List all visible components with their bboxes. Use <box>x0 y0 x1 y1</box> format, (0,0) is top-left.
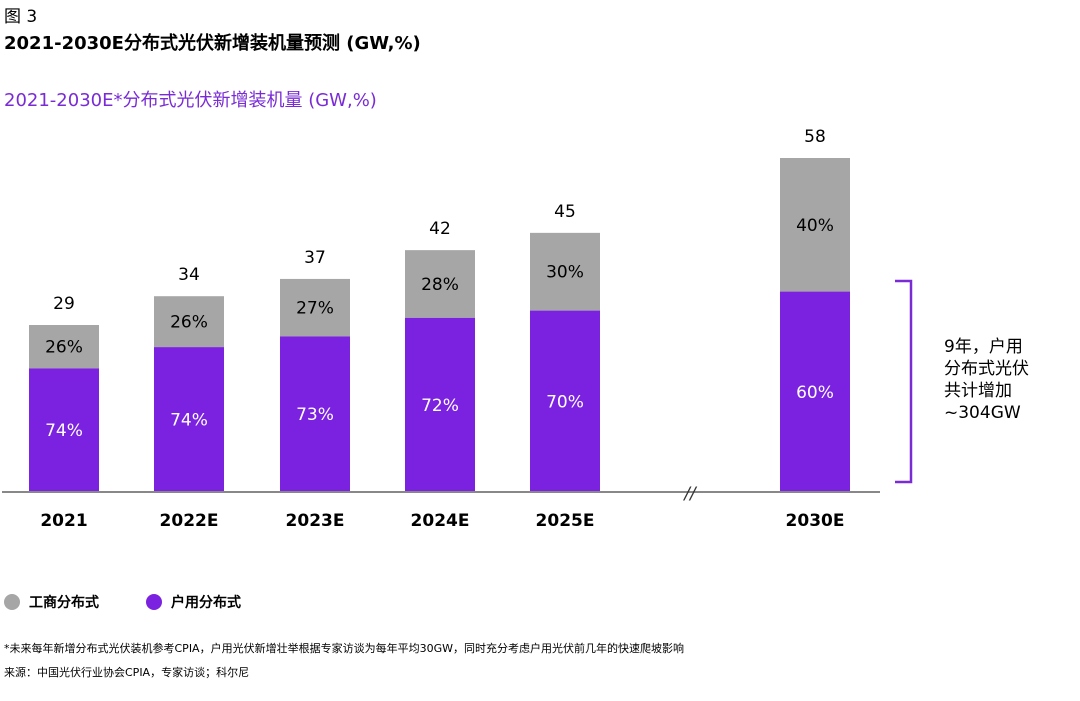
data-label-commercial: 26% <box>170 313 208 333</box>
annotation-text: 9年，户用 分布式光伏 共计增加 ~304GW <box>944 336 1029 424</box>
bar-segment-residential <box>780 291 850 492</box>
data-label-residential: 72% <box>421 396 459 416</box>
annotation-line: 共计增加 <box>944 381 1012 401</box>
data-label-total: 29 <box>53 294 75 314</box>
footnote-source: 来源：中国光伏行业协会CPIA，专家访谈；科尔尼 <box>4 666 250 679</box>
bar-segment-residential <box>29 368 99 492</box>
bar-segment-commercial <box>280 278 350 337</box>
annotation-line: 分布式光伏 <box>944 359 1029 379</box>
legend-item-residential: 户用分布式 <box>146 592 241 612</box>
bar-segment-residential <box>280 336 350 492</box>
legend-label-residential: 户用分布式 <box>171 595 241 611</box>
data-label-commercial: 28% <box>421 275 459 295</box>
data-label-residential: 60% <box>796 383 834 403</box>
data-label-total: 58 <box>804 127 826 147</box>
data-label-commercial: 27% <box>296 299 334 319</box>
data-label-total: 34 <box>178 265 200 285</box>
x-tick-label: 2022E <box>160 511 219 531</box>
data-label-residential: 70% <box>546 392 584 412</box>
x-tick-label: 2023E <box>286 511 345 531</box>
data-label-commercial: 26% <box>45 338 83 358</box>
bar-segment-commercial <box>154 296 224 348</box>
data-label-total: 42 <box>429 219 451 239</box>
x-tick-label: 2025E <box>536 511 595 531</box>
bar-segment-commercial <box>29 325 99 369</box>
data-label-commercial: 40% <box>796 216 834 236</box>
legend-swatch-residential <box>146 594 162 610</box>
x-tick-label: 2021 <box>40 511 87 531</box>
bar-segment-residential <box>530 310 600 492</box>
data-label-residential: 74% <box>170 411 208 431</box>
data-label-total: 37 <box>304 248 326 268</box>
x-tick-label: 2030E <box>786 511 845 531</box>
legend-item-commercial: 工商分布式 <box>4 592 99 612</box>
axis-break-symbol: // <box>682 484 698 504</box>
bar-segment-residential <box>154 347 224 492</box>
chart-subtitle: 2021-2030E*分布式光伏新增装机量 (GW,%) <box>4 90 377 111</box>
x-tick-label: 2024E <box>411 511 470 531</box>
data-label-total: 45 <box>554 202 576 222</box>
legend-label-commercial: 工商分布式 <box>29 595 99 611</box>
bar-segment-residential <box>405 317 475 492</box>
data-label-commercial: 30% <box>546 263 584 283</box>
bar-segment-commercial <box>780 158 850 292</box>
annotation-line: 9年，户用 <box>944 337 1023 357</box>
footnote-note: *未来每年新增分布式光伏装机参考CPIA，户用光伏新增壮举根据专家访谈为每年平均… <box>4 642 684 655</box>
annotation-line: ~304GW <box>944 403 1021 423</box>
data-label-residential: 73% <box>296 405 334 425</box>
bar-segment-commercial <box>530 232 600 311</box>
data-label-residential: 74% <box>45 421 83 441</box>
bar-segment-commercial <box>405 250 475 318</box>
legend-swatch-commercial <box>4 594 20 610</box>
annotation-bracket <box>895 279 913 484</box>
chart-title: 2021-2030E分布式光伏新增装机量预测 (GW,%) <box>4 33 421 54</box>
figure-label: 图 3 <box>4 7 38 27</box>
